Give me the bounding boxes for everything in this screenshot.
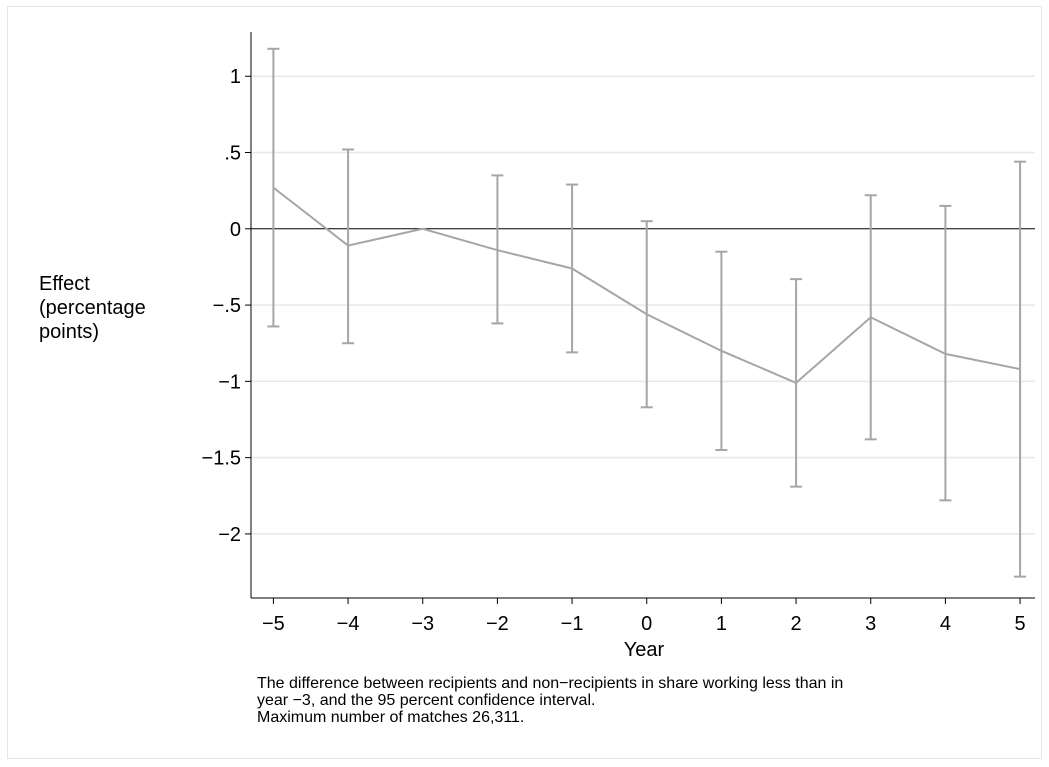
- ci-bar: [267, 47, 280, 328]
- y-axis-ticks: 1 .5 0 −.5 −1 −1.5 −2: [202, 66, 251, 546]
- x-tick-label: 3: [865, 613, 876, 635]
- chart-note-line-1: The difference between recipients and no…: [257, 675, 844, 692]
- x-axis-ticks: −5 −4 −3 −2 −1 0 1 2 3 4 5: [262, 598, 1026, 635]
- x-tick-label: −5: [262, 613, 285, 635]
- y-axis-label-line-2: (percentage: [39, 297, 146, 319]
- x-tick-label: 2: [791, 613, 802, 635]
- y-tick-label: −.5: [213, 295, 241, 317]
- y-tick-label: .5: [224, 143, 241, 165]
- y-tick-label: 1: [230, 66, 241, 88]
- effect-series-line: [272, 186, 1021, 385]
- x-tick-label: 0: [641, 613, 652, 635]
- chart-frame: [7, 6, 1042, 759]
- chart-note-line-3: Maximum number of matches 26,311.: [257, 709, 525, 726]
- x-tick-label: −2: [486, 613, 509, 635]
- y-tick-label: −1: [218, 371, 241, 393]
- x-axis-label: Year: [624, 639, 665, 661]
- y-axis-label: Effect (percentage points): [39, 273, 151, 343]
- y-axis-label-line-1: Effect: [39, 273, 90, 295]
- x-tick-label: 5: [1015, 613, 1026, 635]
- x-tick-label: −3: [411, 613, 434, 635]
- y-tick-label: −2: [218, 524, 241, 546]
- y-axis-label-line-3: points): [39, 321, 99, 343]
- x-tick-label: −4: [337, 613, 360, 635]
- chart-note-line-2: year −3, and the 95 percent confidence i…: [257, 692, 596, 709]
- confidence-intervals: [267, 47, 1027, 578]
- x-tick-label: 1: [716, 613, 727, 635]
- gridlines: [251, 75, 1035, 535]
- x-tick-label: 4: [940, 613, 951, 635]
- x-tick-label: −1: [561, 613, 584, 635]
- y-tick-label: −1.5: [202, 448, 241, 470]
- y-tick-label: 0: [230, 219, 241, 241]
